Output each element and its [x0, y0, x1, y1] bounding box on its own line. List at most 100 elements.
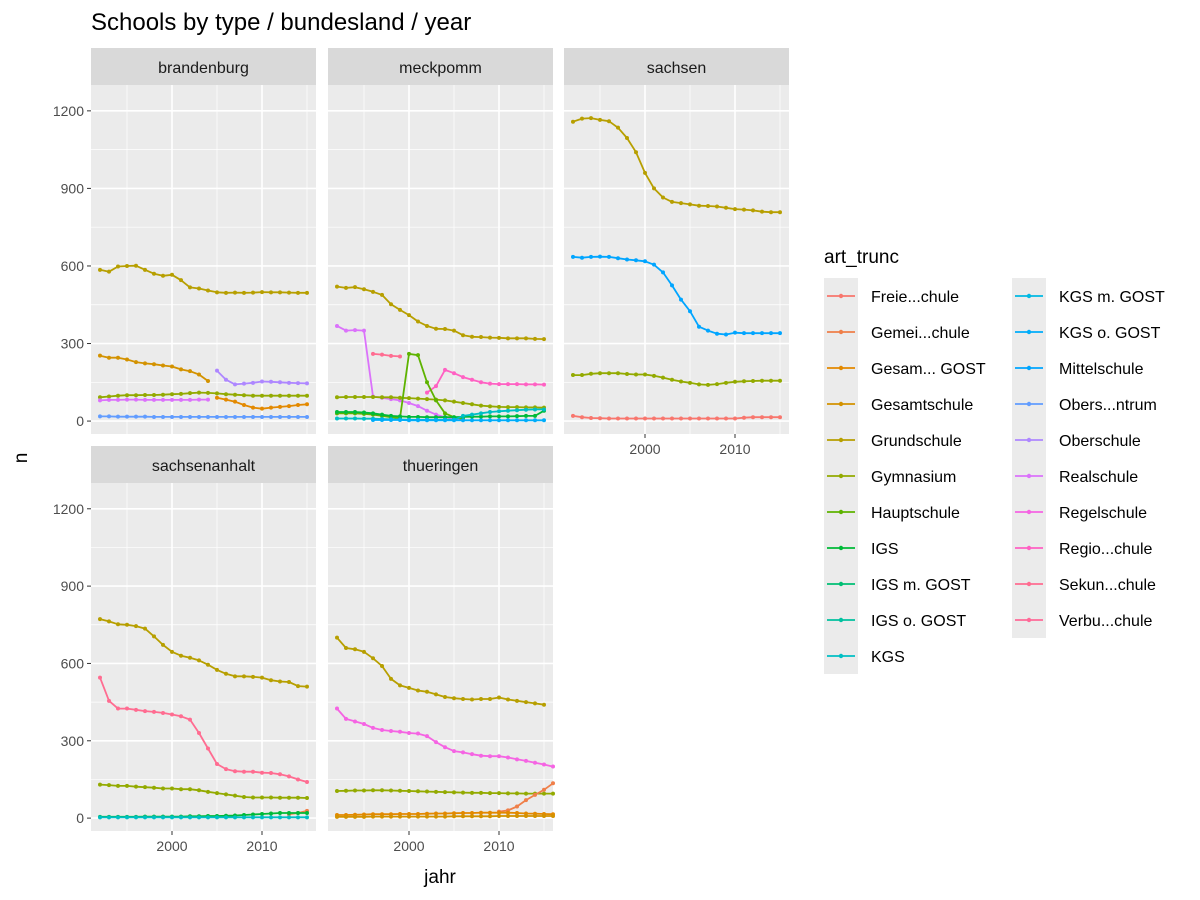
data-point	[515, 804, 519, 809]
data-point	[197, 788, 201, 793]
data-point	[643, 259, 647, 264]
data-point	[434, 789, 438, 794]
data-point	[515, 336, 519, 341]
data-point	[143, 397, 147, 402]
data-point	[625, 372, 629, 377]
data-point	[497, 791, 501, 796]
data-point	[706, 328, 710, 333]
data-point	[506, 336, 510, 341]
legend-key-point	[838, 329, 844, 335]
data-point	[170, 414, 174, 419]
data-point	[488, 381, 492, 386]
data-point	[233, 769, 237, 774]
data-point	[398, 354, 402, 359]
data-point	[542, 814, 546, 819]
data-point	[506, 697, 510, 702]
data-point	[515, 814, 519, 819]
data-point	[197, 815, 201, 820]
data-point	[353, 719, 357, 724]
data-point	[197, 286, 201, 291]
data-point	[224, 397, 228, 402]
data-point	[344, 788, 348, 793]
data-point	[625, 416, 629, 421]
data-point	[479, 335, 483, 340]
data-point	[425, 323, 429, 328]
data-point	[670, 283, 674, 288]
data-point	[742, 379, 746, 384]
legend-key-point	[838, 581, 844, 587]
data-point	[742, 207, 746, 212]
data-point	[206, 815, 210, 820]
data-point	[251, 674, 255, 679]
data-point	[260, 815, 264, 820]
data-point	[305, 810, 309, 815]
panel-brandenburg: brandenburg 0 300 600 900 1200	[53, 48, 316, 434]
data-point	[533, 418, 537, 423]
data-point	[362, 410, 366, 415]
data-point	[287, 290, 291, 295]
data-point	[443, 418, 447, 423]
data-point	[344, 410, 348, 415]
data-point	[215, 368, 219, 373]
data-point	[479, 418, 483, 423]
data-point	[398, 814, 402, 819]
data-point	[416, 404, 420, 409]
data-point	[242, 290, 246, 295]
data-point	[206, 662, 210, 667]
data-point	[161, 414, 165, 419]
data-point	[425, 814, 429, 819]
data-point	[760, 415, 764, 420]
data-point	[580, 373, 584, 378]
data-point	[425, 408, 429, 413]
data-point	[335, 416, 339, 421]
legend-label: Sekun...chule	[1059, 577, 1156, 594]
data-point	[488, 814, 492, 819]
data-point	[461, 400, 465, 405]
data-point	[179, 391, 183, 396]
data-point	[305, 815, 309, 820]
data-point	[107, 394, 111, 399]
legend-key-point	[1026, 365, 1032, 371]
data-point	[598, 254, 602, 259]
data-point	[580, 116, 584, 121]
data-point	[533, 792, 537, 797]
legend-key-point	[838, 401, 844, 407]
series-line-Sekun...chule	[372, 353, 401, 358]
data-point	[161, 397, 165, 402]
data-point	[425, 811, 429, 816]
data-point	[652, 373, 656, 378]
data-point	[551, 764, 555, 769]
legend-key-point	[838, 653, 844, 659]
data-point	[362, 416, 366, 421]
data-point	[715, 382, 719, 387]
data-point	[107, 355, 111, 360]
data-point	[371, 656, 375, 661]
data-point	[344, 285, 348, 290]
data-point	[443, 327, 447, 332]
data-point	[353, 285, 357, 290]
data-point	[434, 740, 438, 745]
data-point	[305, 414, 309, 419]
legend-key-point	[1026, 329, 1032, 335]
legend-key-point	[1026, 509, 1032, 515]
data-point	[524, 418, 528, 423]
data-point	[598, 371, 602, 376]
data-point	[335, 395, 339, 400]
data-point	[125, 357, 129, 362]
data-point	[287, 815, 291, 820]
data-point	[571, 373, 575, 378]
data-point	[278, 679, 282, 684]
data-point	[269, 678, 273, 683]
data-point	[143, 361, 147, 366]
data-point	[215, 290, 219, 295]
data-point	[260, 795, 264, 800]
data-point	[506, 755, 510, 760]
data-point	[398, 788, 402, 793]
data-point	[260, 675, 264, 680]
data-point	[479, 403, 483, 408]
data-point	[233, 290, 237, 295]
legend-key-point	[1026, 617, 1032, 623]
data-point	[461, 418, 465, 423]
data-point	[269, 379, 273, 384]
data-point	[652, 186, 656, 191]
